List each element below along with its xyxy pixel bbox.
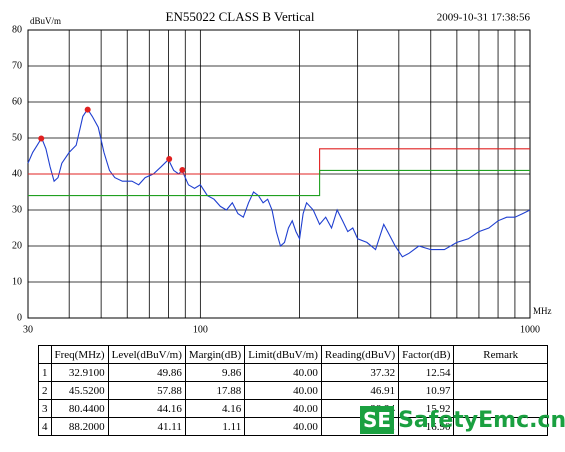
y-tick-label: 0 <box>17 312 22 323</box>
data-cell: 88.2000 <box>50 417 109 436</box>
data-cell: 3 <box>38 399 52 418</box>
data-cell: 45.5200 <box>50 381 109 400</box>
y-tick-label: 40 <box>12 168 22 179</box>
header-cell: Reading(dBuV) <box>320 345 400 364</box>
data-cell: 17.88 <box>184 381 246 400</box>
y-tick-label: 80 <box>12 24 22 35</box>
data-cell: 41.11 <box>107 417 186 436</box>
data-cell: 44.16 <box>107 399 186 418</box>
x-axis-label: MHz <box>533 306 552 316</box>
data-cell: 9.86 <box>184 363 246 382</box>
data-cell: 4 <box>38 417 52 436</box>
data-cell: 40.00 <box>244 363 322 382</box>
data-cell: 46.91 <box>320 381 400 400</box>
data-cell: 16.90 <box>398 417 455 436</box>
header-cell: Limit(dBuV/m) <box>244 345 322 364</box>
chart-title: EN55022 CLASS B Vertical <box>166 9 315 24</box>
data-cell: 40.00 <box>244 381 322 400</box>
data-cell: 49.86 <box>107 363 186 382</box>
series-line <box>28 148 530 175</box>
peak-marker <box>84 106 91 113</box>
x-tick-label: 1000 <box>520 324 540 335</box>
remark-cell <box>453 381 548 400</box>
y-tick-label: 50 <box>12 132 22 143</box>
data-cell: 57.88 <box>107 381 186 400</box>
data-cell: 80.4400 <box>50 399 109 418</box>
chart: EN55022 CLASS B Vertical 2009-10-31 17:3… <box>12 9 552 335</box>
peak-marker <box>179 167 186 174</box>
timestamp: 2009-10-31 17:38:56 <box>437 12 531 24</box>
x-tick-label: 30 <box>23 324 33 335</box>
peak-marker <box>166 156 173 163</box>
header-cell <box>38 345 52 364</box>
remark-cell <box>453 417 548 436</box>
header-row: Freq(MHz) Level(dBuV/m) Margin(dB) Limit… <box>38 345 548 364</box>
result-table: Freq(MHz) Level(dBuV/m) Margin(dB) Limit… <box>38 345 548 436</box>
peak-marker <box>38 135 45 142</box>
data-cell: 37.32 <box>320 363 400 382</box>
remark-cell <box>453 363 548 382</box>
header-cell: Margin(dB) <box>184 345 246 364</box>
watermark: SE SafetyEmc.cn <box>360 406 565 434</box>
header-cell: Factor(dB) <box>398 345 455 364</box>
data-cell: 40.00 <box>244 417 322 436</box>
data-cell: 15.92 <box>398 399 455 418</box>
y-tick-label: 60 <box>12 96 22 107</box>
y-tick-label: 70 <box>12 60 22 71</box>
header-cell: Remark <box>453 345 548 364</box>
data-cell: 12.54 <box>398 363 455 382</box>
x-tick-label: 100 <box>193 324 208 335</box>
watermark-logo: SE <box>360 406 395 434</box>
series-line <box>28 169 530 197</box>
data-cell: 2 <box>38 381 52 400</box>
data-cell: 1.11 <box>184 417 246 436</box>
header-cell: Freq(MHz) <box>50 345 109 364</box>
data-cell: 10.97 <box>398 381 455 400</box>
header-cell: Level(dBuV/m) <box>107 345 186 364</box>
y-tick-label: 20 <box>12 240 22 251</box>
data-row: 1 32.9100 49.86 9.86 40.00 37.32 12.54 <box>38 363 548 382</box>
watermark-text: SafetyEmc.cn <box>398 407 565 433</box>
y-axis-label: dBuV/m <box>30 16 61 26</box>
data-cell: 32.9100 <box>50 363 109 382</box>
y-tick-label: 10 <box>12 276 22 287</box>
y-tick-label: 30 <box>12 204 22 215</box>
data-cell: 1 <box>38 363 52 382</box>
data-cell: 40.00 <box>244 399 322 418</box>
data-cell: 4.16 <box>184 399 246 418</box>
series-line <box>27 108 531 258</box>
data-row: 2 45.5200 57.88 17.88 40.00 46.91 10.97 <box>38 381 548 400</box>
